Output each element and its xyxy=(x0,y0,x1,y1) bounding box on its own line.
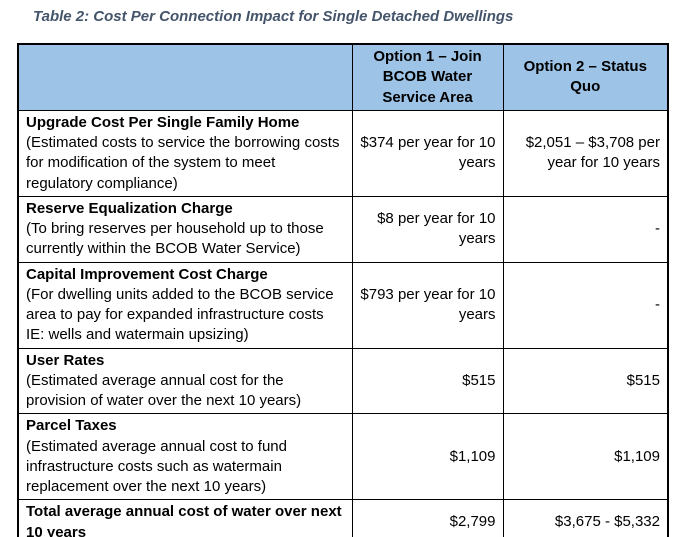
header-cell-option1: Option 1 – Join BCOB Water Service Area xyxy=(351,43,504,111)
option2-value: $1,109 xyxy=(502,413,669,501)
table-row-reserve-equalization: Reserve Equalization Charge (To bring re… xyxy=(17,195,669,263)
option1-value: $515 xyxy=(351,347,504,415)
table-header-row: Option 1 – Join BCOB Water Service Area … xyxy=(17,43,669,111)
row-description: (Estimated average annual cost for the p… xyxy=(26,371,302,409)
row-label-cell: Reserve Equalization Charge (To bring re… xyxy=(17,195,353,263)
table-caption: Table 2: Cost Per Connection Impact for … xyxy=(33,8,514,25)
row-title: Upgrade Cost Per Single Family Home xyxy=(26,113,300,131)
header-cell-option2: Option 2 – Status Quo xyxy=(502,43,669,111)
row-label-cell: Total average annual cost of water over … xyxy=(17,499,353,537)
option2-value: - xyxy=(502,261,669,349)
table-row-total: Total average annual cost of water over … xyxy=(17,499,669,537)
option2-value: - xyxy=(502,195,669,263)
row-description: (To bring reserves per household up to t… xyxy=(26,220,324,258)
cost-per-connection-table: Option 1 – Join BCOB Water Service Area … xyxy=(17,43,669,537)
row-title: Reserve Equalization Charge xyxy=(26,199,233,217)
option1-value: $793 per year for 10 years xyxy=(351,261,504,349)
table-row-user-rates: User Rates (Estimated average annual cos… xyxy=(17,347,669,415)
row-label-cell: Capital Improvement Cost Charge (For dwe… xyxy=(17,261,353,349)
row-description: (For dwelling units added to the BCOB se… xyxy=(26,285,334,344)
row-title: Parcel Taxes xyxy=(26,417,117,435)
row-label-cell: Parcel Taxes (Estimated average annual c… xyxy=(17,413,353,501)
row-description: (Estimated costs to service the borrowin… xyxy=(26,134,340,192)
row-title: Total average annual cost of water over … xyxy=(26,503,342,537)
table-row-upgrade-cost: Upgrade Cost Per Single Family Home (Est… xyxy=(17,109,669,197)
option1-value: $2,799 xyxy=(351,499,504,537)
header-cell-empty xyxy=(17,43,353,111)
row-title: User Rates xyxy=(26,351,105,369)
row-label-cell: User Rates (Estimated average annual cos… xyxy=(17,347,353,415)
row-title: Capital Improvement Cost Charge xyxy=(26,265,268,283)
option2-value: $515 xyxy=(502,347,669,415)
row-description: (Estimated average annual cost to fund i… xyxy=(26,437,287,496)
option2-value: $3,675 - $5,332 xyxy=(502,499,669,537)
table-row-capital-improvement: Capital Improvement Cost Charge (For dwe… xyxy=(17,261,669,349)
option1-value: $1,109 xyxy=(351,413,504,501)
option1-value: $374 per year for 10 years xyxy=(351,109,504,197)
row-label-cell: Upgrade Cost Per Single Family Home (Est… xyxy=(17,109,353,197)
option2-value: $2,051 – $3,708 per year for 10 years xyxy=(502,109,669,197)
option1-value: $8 per year for 10 years xyxy=(351,195,504,263)
table-row-parcel-taxes: Parcel Taxes (Estimated average annual c… xyxy=(17,413,669,501)
